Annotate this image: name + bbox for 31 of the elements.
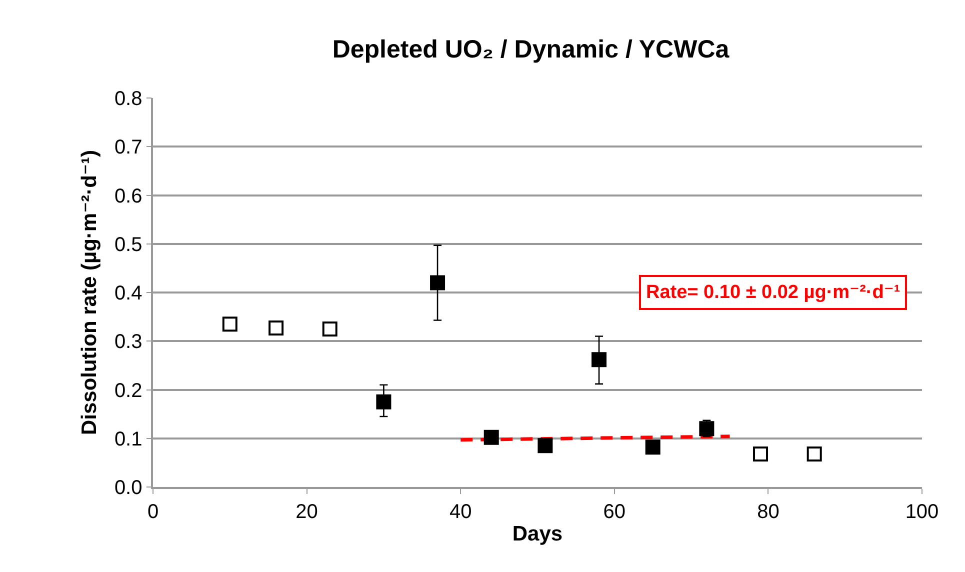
point	[322, 321, 338, 336]
point	[376, 394, 392, 410]
point	[268, 320, 284, 336]
x-tick-label: 100	[905, 500, 939, 523]
point	[430, 275, 446, 290]
x-tick-label: 0	[147, 500, 159, 523]
point	[699, 421, 714, 436]
x-tick-label: 80	[757, 500, 780, 523]
x-tick-label: 60	[603, 500, 626, 523]
point	[484, 430, 499, 445]
point	[645, 440, 660, 455]
point	[753, 446, 768, 462]
point	[592, 352, 607, 368]
y-tick-label: 0.4	[114, 282, 142, 304]
x-tick-label: 20	[296, 500, 318, 523]
annotation: Rate= 0.10 ± 0.02 µg·m⁻²·d⁻¹	[646, 282, 900, 303]
y-tick-label: 0.3	[114, 331, 142, 354]
y-tick-label: 0.5	[114, 234, 142, 256]
y-tick-label: 0.2	[114, 380, 142, 402]
point	[538, 438, 553, 454]
point	[806, 446, 822, 462]
y-tick-label: 0.8	[114, 88, 142, 110]
y-tick-label: 0.0	[114, 477, 142, 499]
y-tick-label: 0.1	[114, 428, 142, 450]
y-tick-label: 0.7	[114, 136, 142, 159]
x-tick-label: 40	[449, 500, 472, 523]
x-axis-title: Days	[512, 522, 563, 546]
y-tick-label: 0.6	[114, 185, 142, 208]
y-axis-title: Dissolution rate (µg·m⁻²·d⁻¹)	[78, 150, 102, 436]
chart-title: Depleted UO₂ / Dynamic / YCWCa	[332, 36, 730, 64]
point	[222, 316, 238, 332]
